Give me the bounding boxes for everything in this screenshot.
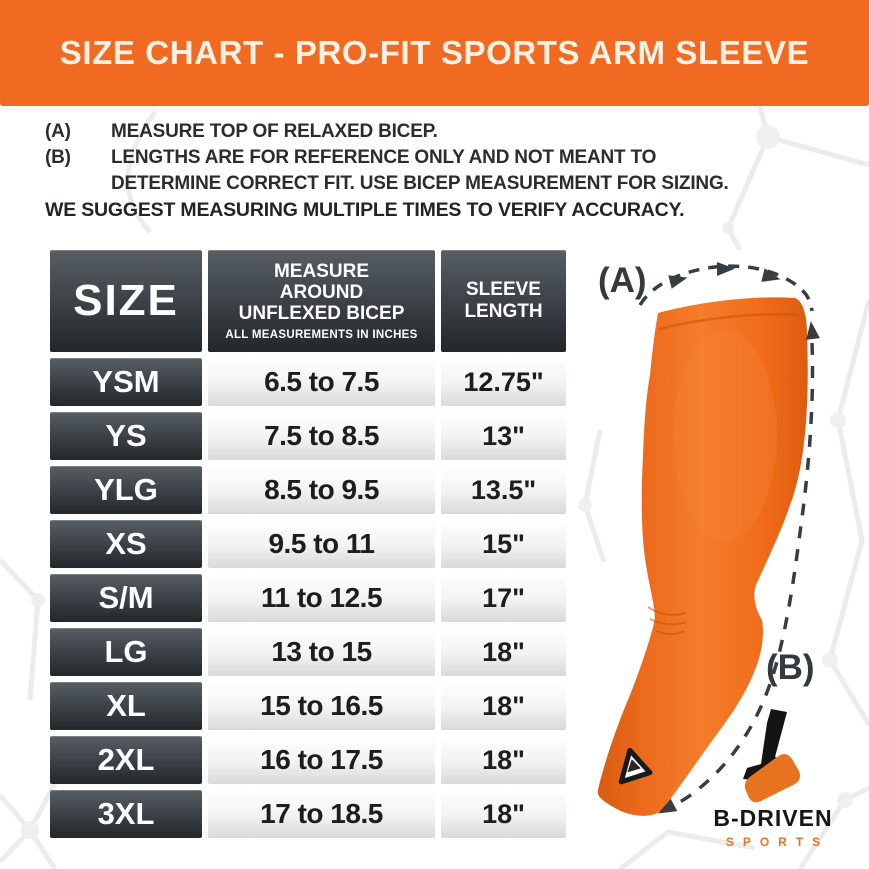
table-row-size: YLG	[50, 466, 202, 514]
sleeve-header-line2: LENGTH	[464, 301, 543, 322]
column-header-sleeve-length: SLEEVE LENGTH	[441, 250, 566, 352]
brand-name: B-DRIVEN	[713, 805, 833, 831]
table-row-bicep: 6.5 to 7.5	[208, 358, 435, 406]
brand-logo-icon	[743, 709, 801, 803]
measure-a-arrow	[638, 261, 814, 312]
note-b: (B) LENGTHS ARE FOR REFERENCE ONLY AND NO…	[45, 145, 729, 171]
measurement-notes: (A) MEASURE TOP OF RELAXED BICEP. (B) LENG…	[45, 119, 729, 223]
table-row-length: 17"	[441, 574, 566, 622]
sleeve-badge-icon	[618, 747, 653, 785]
measure-label-a: (A)	[598, 261, 647, 300]
table-row-size: LG	[50, 628, 202, 676]
bicep-header-line2: AROUND	[279, 281, 364, 303]
bicep-header-subnote: ALL MEASUREMENTS IN INCHES	[225, 328, 418, 341]
note-a-prefix: (A)	[45, 121, 71, 142]
note-a-text: MEASURE TOP OF RELAXED BICEP.	[111, 121, 438, 142]
table-row-bicep: 11 to 12.5	[208, 574, 435, 622]
table-row-length: 18"	[441, 736, 566, 784]
table-row-length: 13.5"	[441, 466, 566, 514]
sleeve-shape	[597, 297, 808, 816]
page-title: SIZE CHART - PRO-FIT SPORTS ARM SLEEVE	[59, 34, 810, 71]
brand-wordmark: B-DRIVEN SPORTS	[673, 805, 869, 849]
sleeve-header-line1: SLEEVE	[466, 279, 541, 300]
note-footer: WE SUGGEST MEASURING MULTIPLE TIMES TO V…	[45, 199, 685, 221]
note-a: (A) MEASURE TOP OF RELAXED BICEP.	[45, 119, 729, 145]
title-banner: SIZE CHART - PRO-FIT SPORTS ARM SLEEVE	[0, 0, 869, 106]
measure-b-arrow	[654, 320, 820, 820]
column-header-bicep: MEASURE AROUND UNFLEXED BICEP ALL MEASUR…	[208, 250, 435, 352]
table-row-length: 18"	[441, 682, 566, 730]
table-row-size: YS	[50, 412, 202, 460]
size-chart-table: SIZE MEASURE AROUND UNFLEXED BICEP ALL M…	[50, 250, 566, 838]
table-row-length: 15"	[441, 520, 566, 568]
table-row-length: 13"	[441, 412, 566, 460]
table-row-size: S/M	[50, 574, 202, 622]
table-row-size: 3XL	[50, 790, 202, 838]
table-row-length: 18"	[441, 628, 566, 676]
table-row-bicep: 17 to 18.5	[208, 790, 435, 838]
table-row-size: XL	[50, 682, 202, 730]
note-b-text-line1: LENGTHS ARE FOR REFERENCE ONLY AND NOT M…	[111, 147, 657, 168]
bicep-header-line1: MEASURE	[273, 260, 369, 282]
table-row-size: XS	[50, 520, 202, 568]
note-b-text-line2: DETERMINE CORRECT FIT. USE BICEP MEASURE…	[111, 173, 729, 194]
table-row-size: 2XL	[50, 736, 202, 784]
table-row-bicep: 16 to 17.5	[208, 736, 435, 784]
table-row-bicep: 7.5 to 8.5	[208, 412, 435, 460]
arm-sleeve-illustration	[597, 261, 820, 820]
table-row-bicep: 8.5 to 9.5	[208, 466, 435, 514]
brand-subtitle: SPORTS	[725, 835, 830, 849]
table-row-bicep: 13 to 15	[208, 628, 435, 676]
measure-label-b: (B)	[766, 648, 815, 687]
table-row-length: 12.75"	[441, 358, 566, 406]
table-row-size: YSM	[50, 358, 202, 406]
table-row-length: 18"	[441, 790, 566, 838]
table-row-bicep: 15 to 16.5	[208, 682, 435, 730]
table-row-bicep: 9.5 to 11	[208, 520, 435, 568]
bicep-header-line3: UNFLEXED BICEP	[238, 302, 405, 324]
column-header-size: SIZE	[50, 250, 202, 352]
note-b-prefix: (B)	[45, 147, 71, 168]
